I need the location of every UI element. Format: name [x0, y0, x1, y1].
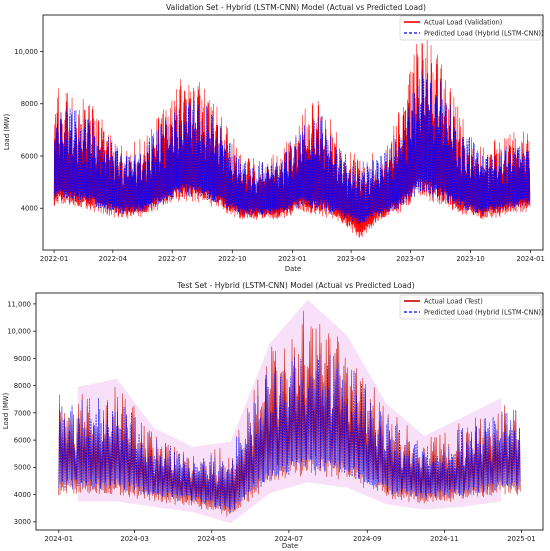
validation-legend-box	[399, 15, 542, 41]
validation-x-tick-label: 2022-01	[40, 255, 68, 263]
validation-y-tick-label: 10,000	[14, 48, 38, 56]
validation-chart-title: Validation Set - Hybrid (LSTM-CNN) Model…	[166, 3, 426, 12]
validation-x-tick-label: 2023-01	[278, 255, 306, 263]
test-x-ticks: 2024-01 2024-03 2024-05 2024-07 2024-09 2024-…	[45, 530, 536, 543]
test-y-ticks: 3000 4000 5000 6000 7000 8000 9000 10,000 11,000	[7, 300, 36, 526]
test-series-marks	[58, 299, 521, 524]
validation-predicted-series-line	[53, 68, 531, 225]
validation-x-tick-label: 2022-10	[218, 255, 246, 263]
validation-chart: Validation Set - Hybrid (LSTM-CNN) Model…	[3, 3, 545, 273]
test-y-tick-label: 4000	[14, 491, 31, 499]
validation-y-axis-label: Load (MW)	[3, 113, 11, 150]
test-y-tick-label: 8000	[14, 382, 31, 390]
validation-x-tick-label: 2023-07	[396, 255, 424, 263]
validation-y-tick-label: 8000	[21, 100, 38, 108]
validation-x-tick-label: 2022-04	[99, 255, 127, 263]
test-chart: Test Set - Hybrid (LSTM-CNN) Model (Actu…	[2, 281, 544, 550]
test-y-tick-label: 7000	[14, 409, 31, 417]
test-y-tick-label: 3000	[14, 518, 31, 526]
test-y-axis-label: Load (MW)	[2, 392, 10, 429]
test-x-tick-label: 2025-01	[507, 535, 535, 543]
test-y-tick-label: 9000	[14, 355, 31, 363]
test-x-tick-label: 2024-09	[353, 535, 381, 543]
test-x-tick-label: 2024-05	[198, 535, 226, 543]
validation-y-tick-label: 4000	[21, 205, 38, 213]
test-legend-actual-label: Actual Load (Test)	[424, 298, 483, 306]
test-legend-predicted-label: Predicted Load (Hybrid (LSTM-CNN))	[424, 309, 544, 317]
validation-x-ticks: 2022-01 2022-04 2022-07 2022-10 2023-01 2023-…	[40, 250, 545, 263]
validation-series-marks	[53, 36, 531, 238]
test-axes-frame	[35, 292, 544, 531]
test-y-tick-label: 6000	[14, 437, 31, 445]
validation-y-tick-label: 6000	[21, 152, 38, 160]
test-y-tick-label: 11,000	[7, 300, 31, 308]
test-legend-box	[399, 294, 542, 320]
validation-x-tick-label: 2023-04	[337, 255, 365, 263]
validation-legend: Actual Load (Validation) Predicted Load …	[399, 15, 544, 41]
test-x-tick-label: 2024-01	[45, 535, 73, 543]
validation-x-axis-label: Date	[285, 265, 301, 273]
test-y-tick-label: 5000	[14, 464, 31, 472]
validation-legend-predicted-label: Predicted Load (Hybrid (LSTM-CNN))	[424, 30, 544, 38]
validation-legend-actual-label: Actual Load (Validation)	[424, 19, 502, 27]
validation-x-tick-label: 2023-10	[456, 255, 484, 263]
validation-y-ticks: 4000 6000 8000 10,000	[14, 48, 43, 213]
validation-x-tick-label: 2024-01	[516, 255, 544, 263]
test-y-tick-label: 10,000	[7, 328, 31, 336]
test-x-tick-label: 2024-11	[430, 535, 458, 543]
test-predicted-series-line	[58, 353, 521, 513]
test-legend: Actual Load (Test) Predicted Load (Hybri…	[399, 294, 544, 320]
validation-x-tick-label: 2022-07	[158, 255, 186, 263]
test-x-axis-label: Date	[282, 542, 298, 550]
test-x-tick-label: 2024-07	[275, 535, 303, 543]
test-x-tick-label: 2024-03	[120, 535, 148, 543]
test-chart-title: Test Set - Hybrid (LSTM-CNN) Model (Actu…	[176, 281, 414, 290]
validation-axes-frame	[42, 14, 544, 251]
